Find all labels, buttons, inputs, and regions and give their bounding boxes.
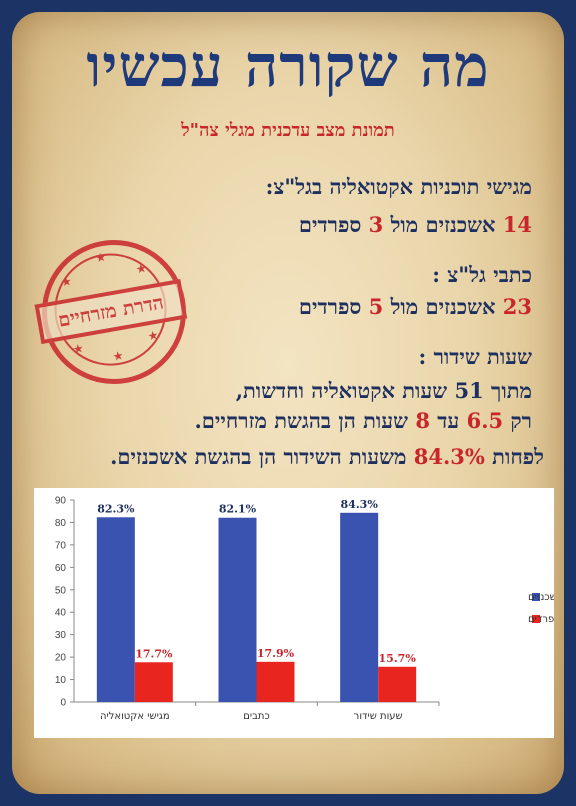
y-tick-label: 10 (55, 675, 67, 686)
data-label: 84.3% (341, 498, 379, 511)
y-tick-label: 40 (55, 608, 67, 619)
bar-sephardi (378, 666, 417, 702)
hosts-sephardi-count: 3 (368, 212, 384, 237)
summary-b: משעות השידור הן בהגשת אשכנזים. (110, 444, 414, 469)
writers-stat: 23 אשכנזים מול 5 ספרדים (299, 294, 532, 320)
bar-sephardi (256, 661, 295, 702)
bar-ashkenazi (340, 512, 379, 702)
writers-heading: כתבי גל"צ : (432, 262, 532, 287)
y-tick-label: 70 (55, 540, 67, 551)
y-tick-label: 60 (55, 563, 67, 574)
hosts-ashkenazi-count: 14 (502, 212, 532, 237)
y-tick-label: 30 (55, 630, 67, 641)
stamp-star-icon: ★ (134, 260, 148, 277)
y-tick-label: 20 (55, 653, 67, 664)
hosts-stat-text1: אשכנזים מול (383, 212, 503, 237)
y-tick-label: 50 (55, 585, 67, 596)
writers-sephardi-count: 5 (368, 294, 384, 319)
data-label: 82.1% (219, 503, 257, 516)
stamp-star-icon: ★ (111, 348, 125, 364)
hours-line1: מתוך 51 שעות אקטואליה וחדשות, (235, 378, 532, 403)
writers-stat-text1: אשכנזים מול (383, 294, 503, 319)
stamp-star-icon: ★ (71, 340, 85, 357)
y-tick-label: 90 (55, 496, 67, 507)
legend-label: אשכנזים (528, 592, 554, 603)
summary-percent: 84.3% (413, 444, 485, 469)
data-label: 17.7% (135, 647, 173, 660)
hours-min: 6.5 (466, 408, 504, 433)
bar-ashkenazi (96, 517, 135, 702)
stamp-star-icon: ★ (94, 249, 108, 266)
bar-chart: 0 10 20 30 40 50 60 70 80 90 מגישי אקטואליה 82.3% 17… (34, 488, 554, 738)
x-tick-label: שעות שידור (354, 711, 403, 722)
writers-ashkenazi-count: 23 (502, 294, 532, 319)
writers-stat-text2: ספרדים (298, 294, 369, 319)
data-label: 17.9% (257, 647, 295, 660)
y-tick-label: 0 (60, 698, 66, 709)
x-tick-label: מגישי אקטואליה (100, 711, 170, 722)
hosts-heading: מגישי תוכניות אקטואליה בגל"צ: (265, 174, 532, 199)
bar-chart-svg: 0 10 20 30 40 50 60 70 80 90 מגישי אקטואליה 82.3% 17… (55, 496, 554, 723)
bar-sephardi (134, 662, 173, 702)
legend-swatch (532, 615, 540, 623)
hours-line2-a: רק (503, 408, 532, 433)
hours-heading: שעות שידור : (418, 344, 532, 369)
bar-ashkenazi (218, 517, 257, 702)
hours-line2: רק 6.5 עד 8 שעות הן בהגשת מזרחיים. (194, 408, 532, 434)
page-title: מה שקורה עכשיו (86, 32, 490, 100)
stamp-star-icon: ★ (59, 273, 73, 290)
hosts-stat: 14 אשכנזים מול 3 ספרדים (299, 212, 532, 238)
data-label: 15.7% (379, 652, 417, 665)
summary-a: לפחות (484, 444, 544, 469)
stamp-star-icon: ★ (146, 327, 160, 344)
y-tick-label: 80 (55, 518, 67, 529)
parchment-background: מה שקורה עכשיו תמונת מצב עדכנית מגלי צה"… (12, 12, 564, 794)
summary-line: לפחות 84.3% משעות השידור הן בהגשת אשכנזי… (110, 444, 544, 470)
hours-max: 8 (415, 408, 430, 433)
rubber-stamp: ★ ★ ★ ★ ★ ★ הדרת מזרחיים (30, 228, 198, 396)
legend-label: ספרדים (528, 614, 554, 625)
hours-line2-c: שעות הן בהגשת מזרחיים. (194, 408, 416, 433)
data-label: 82.3% (97, 502, 135, 515)
page-subtitle: תמונת מצב עדכנית מגלי צה"ל (181, 120, 395, 141)
hours-line2-b: עד (429, 408, 467, 433)
legend-swatch (532, 593, 540, 601)
x-tick-label: כתבים (243, 711, 270, 722)
hosts-stat-text2: ספרדים (298, 212, 369, 237)
